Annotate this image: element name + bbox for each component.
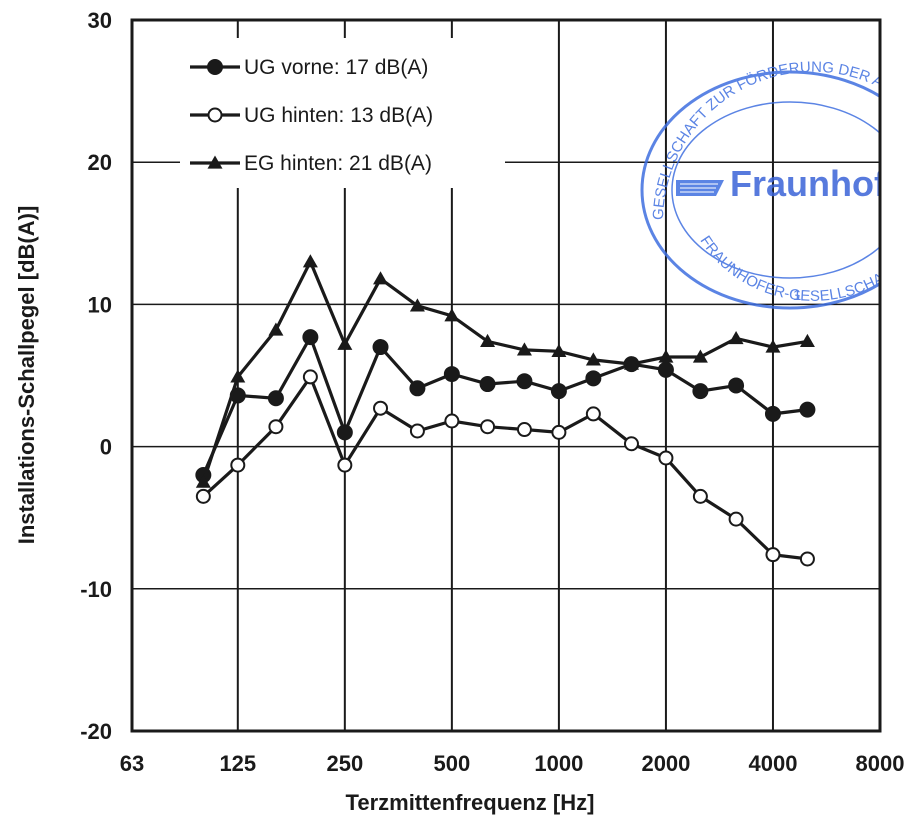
data-point xyxy=(479,376,496,393)
data-point xyxy=(799,551,815,567)
data-point xyxy=(195,474,211,488)
data-point xyxy=(373,400,389,416)
y-tick-label: 0 xyxy=(100,435,112,460)
data-point xyxy=(658,450,674,466)
stamp-number: 1 xyxy=(793,287,801,304)
data-point xyxy=(480,419,496,435)
data-point xyxy=(302,369,318,385)
data-point xyxy=(728,377,745,394)
x-tick-label: 250 xyxy=(326,751,363,776)
data-point xyxy=(207,59,223,75)
series-line xyxy=(201,333,808,476)
data-point xyxy=(799,333,815,347)
data-point xyxy=(658,349,674,363)
data-point xyxy=(443,366,460,383)
data-point xyxy=(551,343,567,357)
series xyxy=(195,369,815,567)
data-point xyxy=(623,436,639,452)
y-tick-label: 10 xyxy=(88,292,112,317)
data-point xyxy=(516,422,532,438)
data-point xyxy=(268,419,284,435)
data-point xyxy=(585,406,601,422)
legend-label: EG hinten: 21 dB(A) xyxy=(244,152,432,175)
data-point xyxy=(516,342,532,356)
x-tick-labels: 63 125 250 500 1000 2000 4000 8000 xyxy=(120,751,905,776)
data-point xyxy=(337,457,353,473)
y-axis-label: Installations-Schallpegel [dB(A)] xyxy=(14,206,39,545)
y-tick-label: -20 xyxy=(80,719,112,744)
data-point xyxy=(623,356,639,370)
data-point xyxy=(267,390,284,407)
y-tick-label: 20 xyxy=(88,150,112,175)
y-tick-label: 30 xyxy=(88,8,112,33)
data-point xyxy=(551,424,567,440)
data-point xyxy=(302,329,319,346)
data-point xyxy=(230,369,246,383)
data-point xyxy=(728,511,744,527)
data-point xyxy=(373,271,389,285)
data-point xyxy=(268,322,284,336)
data-point xyxy=(444,413,460,429)
y-tick-label: -10 xyxy=(80,577,112,602)
legend: UG vorne: 17 dB(A) UG hinten: 13 dB(A) EG … xyxy=(180,38,505,188)
data-point xyxy=(207,155,223,169)
data-point xyxy=(337,336,353,350)
x-tick-label: 63 xyxy=(120,751,144,776)
stamp-brand: Fraunhofer xyxy=(730,163,916,204)
data-point xyxy=(764,405,781,422)
data-point xyxy=(230,457,246,473)
data-point xyxy=(799,401,816,418)
data-point xyxy=(409,380,426,397)
data-point xyxy=(692,383,709,400)
series-line xyxy=(202,373,808,561)
series xyxy=(195,254,815,488)
data-point xyxy=(409,423,425,439)
x-tick-label: 4000 xyxy=(748,751,797,776)
x-tick-label: 1000 xyxy=(534,751,583,776)
data-point xyxy=(585,352,601,366)
x-tick-label: 125 xyxy=(219,751,256,776)
data-point xyxy=(657,361,674,378)
data-point xyxy=(516,373,533,390)
data-point xyxy=(728,331,744,345)
x-tick-label: 500 xyxy=(434,751,471,776)
series-line xyxy=(201,257,808,483)
data-point xyxy=(765,339,781,353)
data-point xyxy=(480,333,496,347)
data-point xyxy=(765,547,781,563)
plot-frame xyxy=(130,18,882,733)
legend-label: UG hinten: 13 dB(A) xyxy=(244,104,433,127)
data-point xyxy=(692,488,708,504)
stamp-unit: IBP xyxy=(888,213,913,230)
data-point xyxy=(550,383,567,400)
data-point xyxy=(195,488,211,504)
stamp-logo-icon xyxy=(676,180,724,196)
x-tick-label: 2000 xyxy=(641,751,690,776)
data-point xyxy=(444,308,460,322)
series-layer xyxy=(195,254,816,567)
data-point xyxy=(302,254,318,268)
legend-label: UG vorne: 17 dB(A) xyxy=(244,56,428,79)
data-point xyxy=(336,424,353,441)
y-tick-labels: 30 20 10 0 -10 -20 xyxy=(80,8,112,744)
data-point xyxy=(207,107,223,123)
data-point xyxy=(372,339,389,356)
x-axis-label: Terzmittenfrequenz [Hz] xyxy=(346,790,595,815)
x-tick-label: 8000 xyxy=(856,751,905,776)
data-point xyxy=(409,298,425,312)
data-point xyxy=(585,370,602,387)
data-point xyxy=(692,349,708,363)
